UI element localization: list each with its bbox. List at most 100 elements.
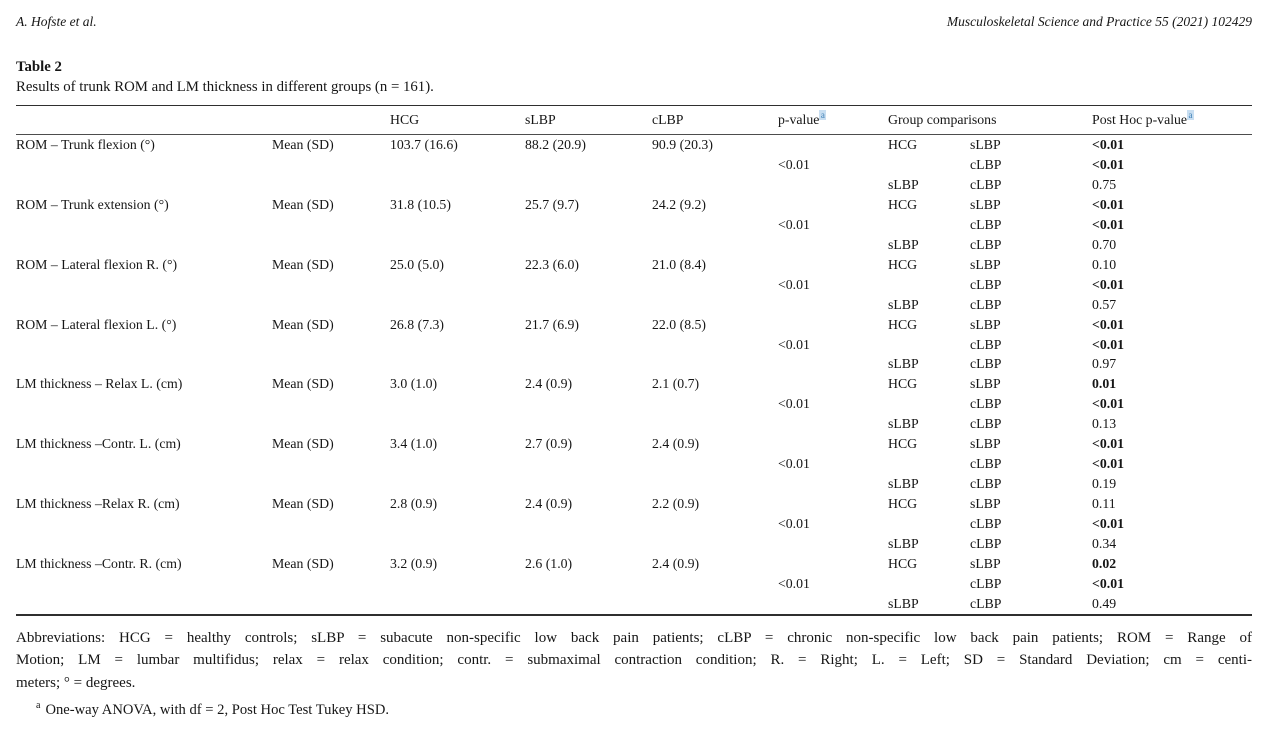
cell-hcg — [390, 394, 525, 414]
cell-posthoc: 0.57 — [1092, 296, 1117, 312]
cell-group1 — [888, 335, 970, 355]
cell-group2: cLBP — [970, 176, 1002, 192]
cell-posthoc: <0.01 — [1092, 137, 1125, 152]
footnote-link-a[interactable]: a — [1187, 110, 1195, 121]
cell-posthoc: 0.02 — [1092, 556, 1117, 572]
cell-group1: sLBP — [888, 356, 919, 372]
cell-clbp — [652, 275, 778, 295]
cell-group1: HCG — [888, 316, 918, 332]
cell-slbp — [525, 335, 652, 355]
running-head-journal: Musculoskeletal Science and Practice 55 … — [946, 14, 1252, 29]
cell-hcg — [390, 514, 525, 534]
cell-slbp — [525, 414, 652, 434]
header-row: HCG sLBP cLBP p-value a Group comparisons… — [16, 105, 1253, 135]
results-table: HCG sLBP cLBP p-value a Group comparisons… — [16, 105, 1253, 616]
cell-stat: Mean (SD) — [272, 256, 334, 272]
cell-clbp: 2.1 (0.7) — [652, 376, 700, 392]
cell-posthoc: <0.01 — [1092, 216, 1125, 232]
cell-measure — [16, 394, 272, 414]
cell-hcg — [390, 235, 525, 255]
table-row: sLBP cLBP 0.34 — [16, 534, 1252, 554]
cell-group2: sLBP — [970, 556, 1001, 572]
cell-measure — [16, 594, 272, 615]
cell-measure — [16, 235, 272, 255]
cell-pvalue: <0.01 — [778, 336, 810, 352]
cell-group2: cLBP — [970, 416, 1002, 432]
cell-group1: sLBP — [888, 416, 919, 432]
cell-posthoc: <0.01 — [1092, 196, 1125, 212]
header-posthoc: Post Hoc p-value a — [1092, 105, 1253, 135]
cell-slbp — [525, 474, 652, 494]
cell-measure — [16, 155, 272, 175]
cell-measure: LM thickness –Contr. L. (cm) — [16, 436, 181, 452]
cell-measure: LM thickness –Relax R. (cm) — [16, 496, 180, 512]
cell-pvalue — [778, 175, 888, 195]
cell-slbp: 25.7 (9.7) — [525, 196, 580, 212]
cell-measure — [16, 354, 272, 374]
cell-group1 — [888, 454, 970, 474]
cell-group2: cLBP — [970, 236, 1002, 252]
cell-measure — [16, 175, 272, 195]
cell-stat — [272, 594, 390, 615]
cell-group2: sLBP — [970, 496, 1001, 512]
cell-hcg — [390, 335, 525, 355]
running-head: A. Hofste et al. Musculoskeletal Science… — [0, 0, 1268, 30]
cell-clbp — [652, 295, 778, 315]
cell-group2: cLBP — [970, 296, 1002, 312]
table-row: sLBP cLBP 0.70 — [16, 235, 1252, 255]
cell-group2: sLBP — [970, 196, 1001, 212]
cell-measure: LM thickness – Relax L. (cm) — [16, 376, 183, 392]
cell-clbp: 2.4 (0.9) — [652, 556, 700, 572]
cell-pvalue: <0.01 — [778, 575, 810, 591]
table-row: <0.01 cLBP <0.01 — [16, 574, 1252, 594]
cell-posthoc: <0.01 — [1092, 396, 1125, 412]
cell-clbp — [652, 594, 778, 615]
cell-stat — [272, 215, 390, 235]
cell-group1: HCG — [888, 556, 918, 572]
cell-group2: sLBP — [970, 137, 1001, 152]
cell-pvalue — [778, 414, 888, 434]
cell-hcg: 2.8 (0.9) — [390, 496, 438, 512]
cell-hcg: 26.8 (7.3) — [390, 316, 445, 332]
abbreviations-line: Abbreviations: HCG = healthy controls; s… — [16, 629, 1252, 646]
header-group-comparisons: Group comparisons — [888, 105, 1093, 135]
cell-pvalue — [778, 295, 888, 315]
cell-slbp — [525, 235, 652, 255]
cell-stat — [272, 394, 390, 414]
cell-stat — [272, 354, 390, 374]
cell-group2: cLBP — [970, 216, 1002, 232]
cell-group1: HCG — [888, 137, 918, 152]
cell-hcg: 3.4 (1.0) — [390, 436, 438, 452]
cell-clbp — [652, 574, 778, 594]
cell-stat: Mean (SD) — [272, 316, 334, 332]
cell-slbp — [525, 454, 652, 474]
cell-group1: HCG — [888, 256, 918, 272]
cell-group2: cLBP — [970, 595, 1002, 611]
table-row: sLBP cLBP 0.19 — [16, 474, 1252, 494]
cell-group2: sLBP — [970, 256, 1001, 272]
table-body: ROM – Trunk flexion (°) Mean (SD) 103.7 (1… — [16, 135, 1252, 615]
cell-pvalue: <0.01 — [778, 216, 810, 232]
cell-group2: cLBP — [970, 456, 1002, 472]
cell-clbp: 2.2 (0.9) — [652, 496, 700, 512]
table-row: <0.01 cLBP <0.01 — [16, 514, 1252, 534]
cell-pvalue — [778, 594, 888, 615]
table-row: ROM – Lateral flexion L. (°) Mean (SD) 26.… — [16, 315, 1252, 335]
cell-clbp: 90.9 (20.3) — [652, 137, 713, 152]
footnote-link-a[interactable]: a — [819, 110, 827, 121]
footnote-text: One-way ANOVA, with df = 2, Post Hoc Tes… — [45, 701, 390, 718]
cell-group1 — [888, 275, 970, 295]
cell-group2: cLBP — [970, 536, 1002, 552]
table-row: LM thickness –Contr. R. (cm) Mean (SD) 3.2… — [16, 554, 1252, 574]
cell-group2: cLBP — [970, 156, 1002, 172]
cell-pvalue: <0.01 — [778, 396, 810, 412]
cell-posthoc: 0.10 — [1092, 256, 1117, 272]
table-row: sLBP cLBP 0.49 — [16, 594, 1252, 615]
cell-measure — [16, 295, 272, 315]
cell-slbp — [525, 175, 652, 195]
cell-posthoc: 0.19 — [1092, 476, 1117, 492]
cell-pvalue — [778, 374, 888, 394]
cell-stat — [272, 175, 390, 195]
cell-clbp — [652, 394, 778, 414]
